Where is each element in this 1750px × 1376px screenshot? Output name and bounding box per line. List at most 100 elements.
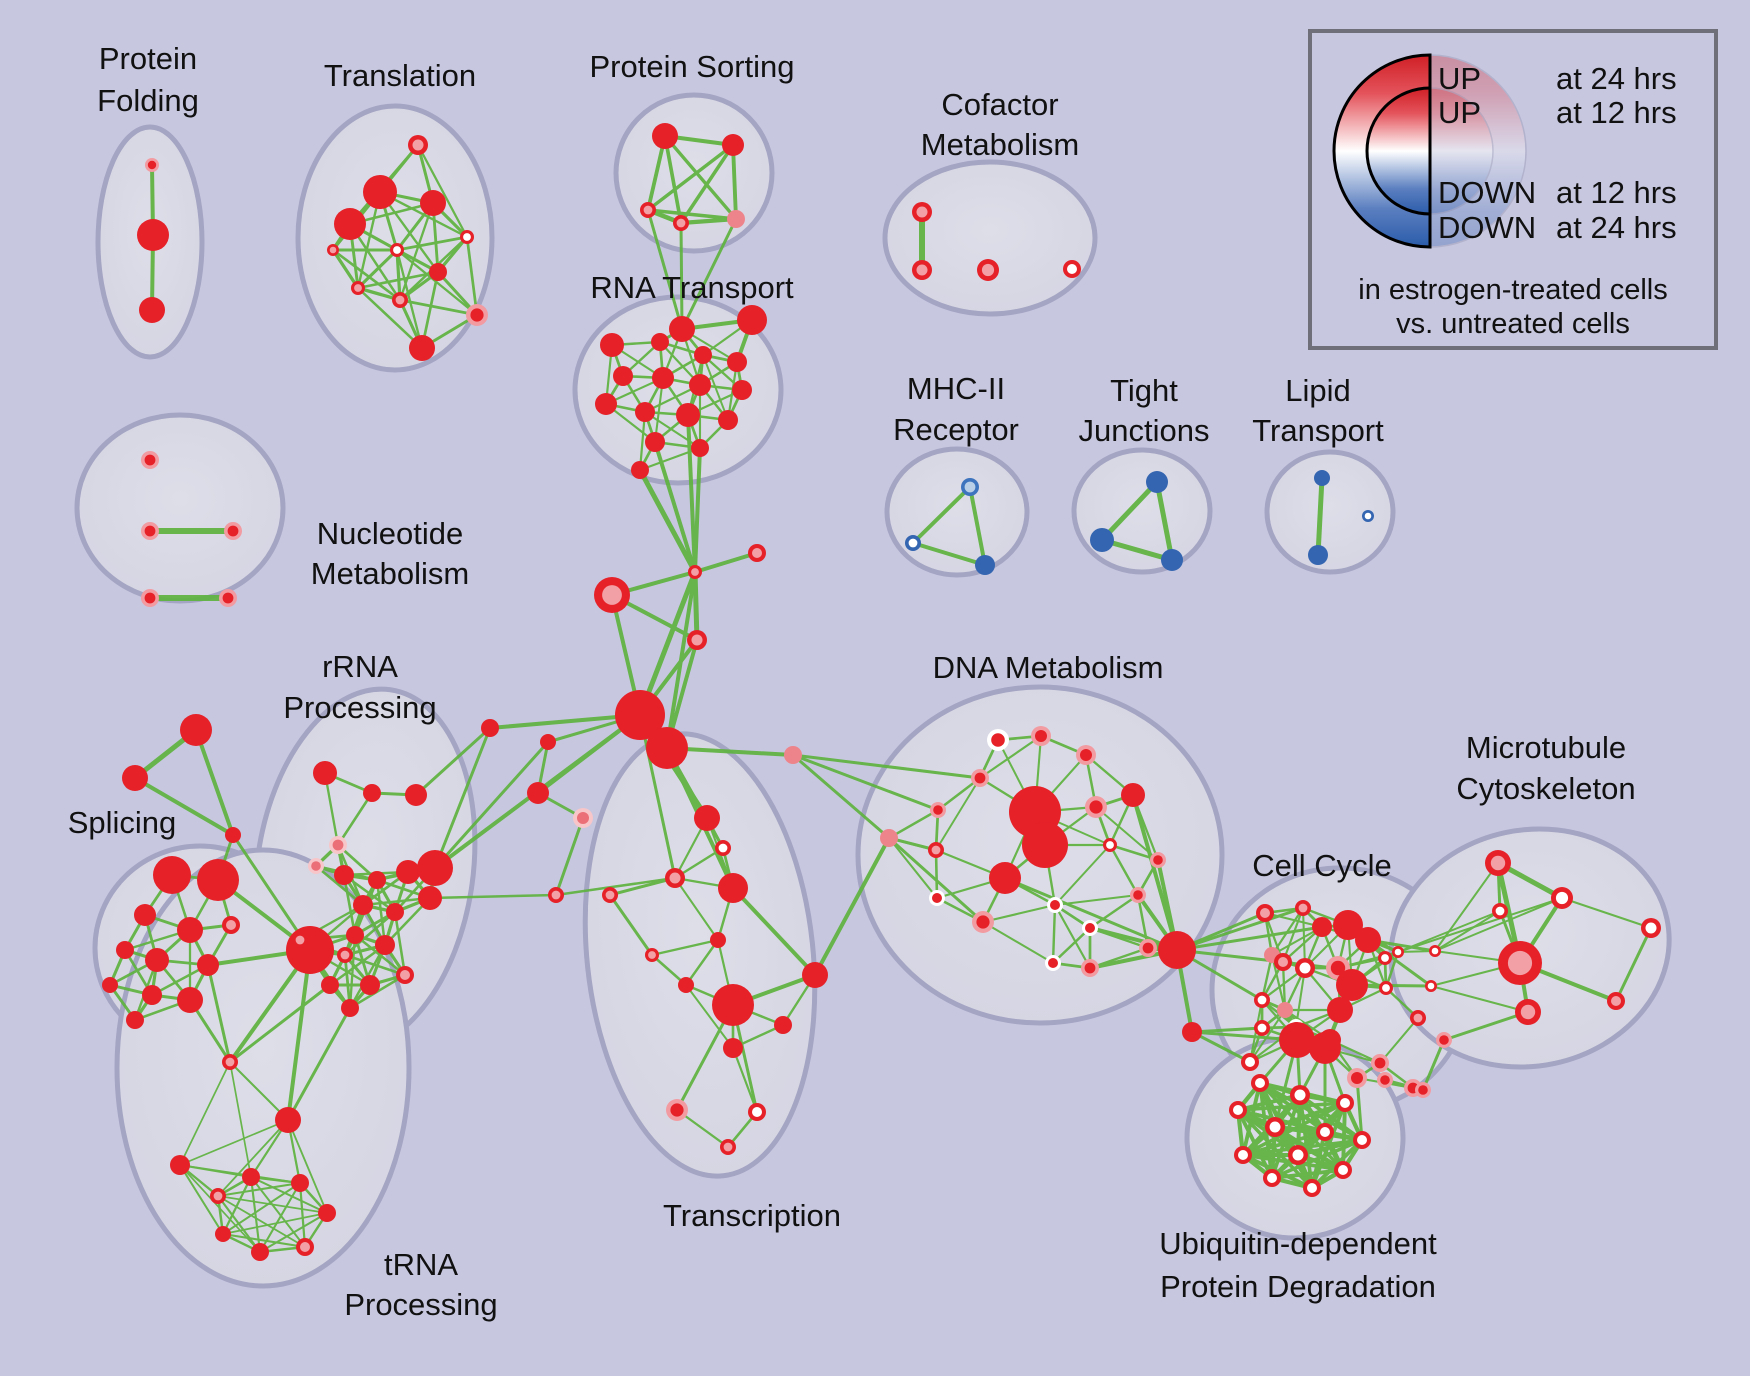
network-edge (1434, 897, 1563, 952)
node-inner-core (311, 861, 321, 871)
network-edge (646, 208, 738, 221)
node-inner-core (395, 295, 405, 305)
cluster-ellipse-nucleotide-metabolism (74, 412, 286, 604)
network-edge (791, 753, 982, 780)
network-node (137, 219, 169, 251)
network-node (418, 886, 442, 910)
network-node (635, 402, 655, 422)
node-inner-core (1153, 855, 1163, 865)
network-node (802, 962, 828, 988)
node-outer-ring (802, 962, 828, 988)
network-edge (1249, 1009, 1286, 1063)
layer-labels: Protein Folding Translation Protein Sorting… (68, 41, 1636, 1322)
network-node (420, 190, 446, 216)
network-edge (1053, 843, 1112, 907)
network-node (977, 259, 999, 281)
node-outer-ring (368, 871, 386, 889)
network-edge (216, 1181, 302, 1198)
network-node (242, 1168, 260, 1186)
network-node (961, 478, 979, 496)
network-node (1485, 850, 1511, 876)
network-node (1031, 726, 1051, 746)
network-edge (395, 235, 469, 252)
network-node (688, 565, 702, 579)
node-inner-core (1084, 962, 1096, 974)
node-inner-core (226, 920, 236, 930)
network-node (292, 932, 308, 948)
node-outer-ring (727, 210, 745, 228)
node-outer-ring (396, 860, 420, 884)
node-inner-core (400, 970, 410, 980)
network-node (527, 782, 549, 804)
node-outer-ring (313, 761, 337, 785)
network-node (1241, 1053, 1259, 1071)
network-edge (650, 938, 720, 957)
node-inner-core (463, 233, 471, 241)
legend-wheel-right-inner (1429, 87, 1494, 215)
node-inner-core (1080, 749, 1092, 761)
node-outer-ring (651, 333, 669, 351)
network-edge (356, 286, 424, 350)
cluster-label-cell-cycle: Cell Cycle (1252, 848, 1392, 883)
node-inner-core (1142, 942, 1154, 954)
node-outer-ring (694, 805, 720, 831)
network-edge (693, 551, 759, 574)
network-edge (416, 143, 469, 239)
network-node (1303, 1179, 1321, 1197)
node-outer-ring (142, 985, 162, 1005)
node-inner-core (676, 218, 686, 228)
network-node (1312, 917, 1332, 937)
node-outer-ring (1336, 969, 1368, 1001)
network-edge (813, 836, 891, 977)
cluster-label-splicing: Splicing (68, 805, 177, 840)
network-edge (1099, 537, 1175, 563)
node-inner-core (1645, 922, 1657, 934)
node-outer-ring (1146, 471, 1168, 493)
network-node (313, 761, 337, 785)
cluster-label-mhc-ii-receptor: Receptor (893, 412, 1019, 447)
node-inner-core (393, 246, 401, 254)
node-outer-ring (722, 134, 744, 156)
network-node (1327, 997, 1353, 1023)
node-inner-core (602, 585, 622, 605)
cluster-label-translation: Translation (324, 58, 476, 93)
network-node (321, 976, 339, 994)
network-node (1295, 900, 1311, 916)
network-edge (1053, 903, 1092, 970)
network-node (275, 1107, 301, 1133)
node-inner-core (551, 890, 561, 900)
node-outer-ring (286, 926, 334, 974)
network-node (905, 535, 921, 551)
network-node (687, 630, 707, 650)
network-node (748, 544, 766, 562)
network-node (595, 393, 617, 415)
network-node (180, 714, 212, 746)
network-node (1254, 1020, 1270, 1036)
network-edge (685, 984, 734, 1049)
cluster-label-mhc-ii-receptor: MHC-II (907, 371, 1005, 406)
node-inner-core (577, 812, 589, 824)
network-node (1279, 1022, 1315, 1058)
network-edge (686, 413, 697, 574)
network-node (1436, 1032, 1452, 1048)
cluster-label-cofactor-metabolism: Cofactor (941, 87, 1058, 122)
network-node (102, 977, 118, 993)
network-edge (1154, 479, 1175, 563)
network-edge (298, 1181, 307, 1249)
node-inner-core (470, 308, 484, 322)
node-outer-ring (360, 975, 380, 995)
node-outer-ring (613, 366, 633, 386)
network-edge (678, 216, 739, 226)
network-edge (1355, 1076, 1364, 1142)
network-node (141, 589, 159, 607)
network-node (1161, 549, 1183, 571)
network-edge (286, 948, 312, 1122)
node-outer-ring (1161, 549, 1183, 571)
network-edge (1108, 843, 1140, 897)
legend-time-3: at 24 hrs (1556, 210, 1677, 245)
node-outer-ring (341, 999, 359, 1017)
network-edge (314, 864, 365, 907)
network-node (1158, 931, 1196, 969)
network-node (1377, 1072, 1393, 1088)
node-inner-core (225, 1057, 235, 1067)
